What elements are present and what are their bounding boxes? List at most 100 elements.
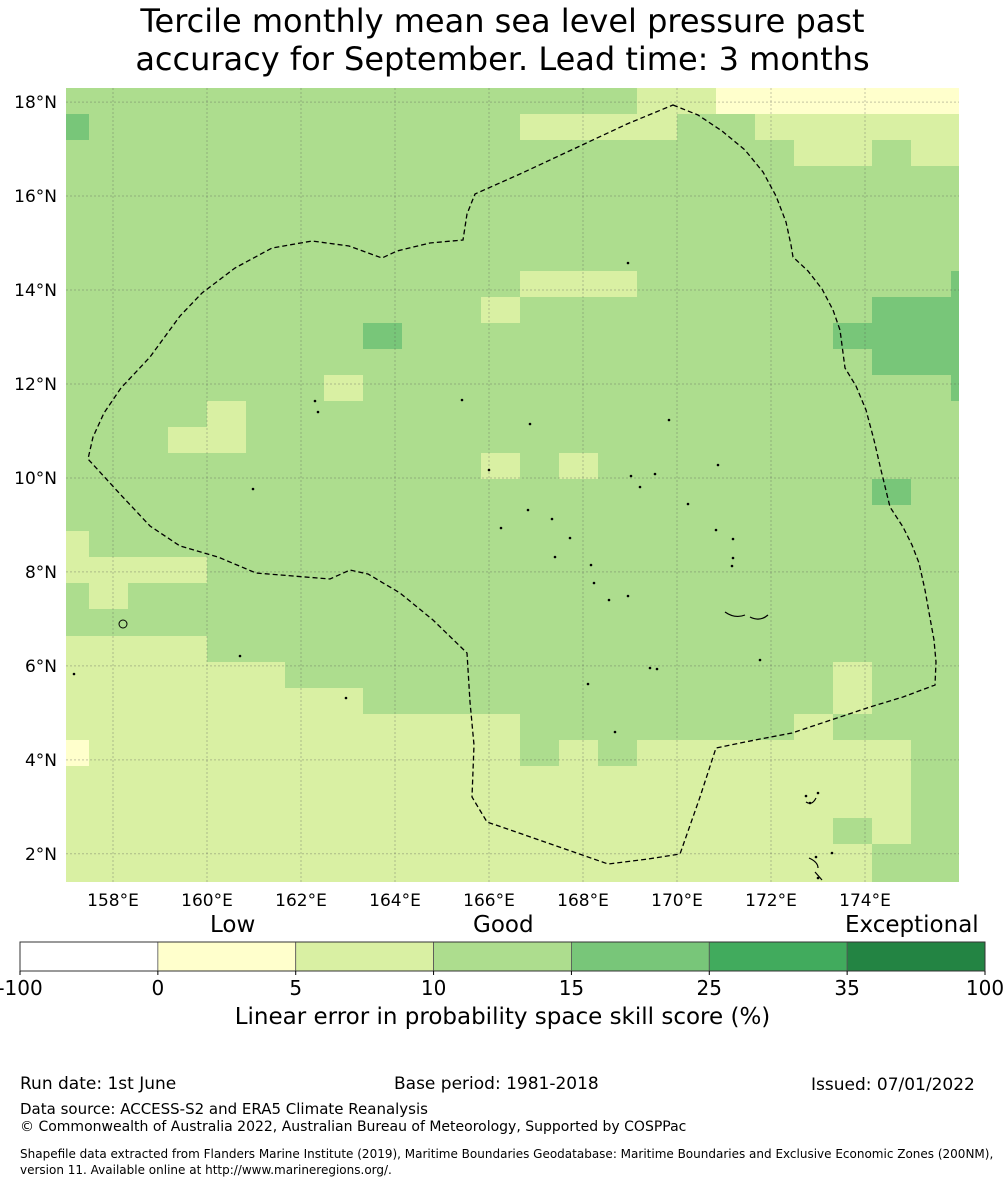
colorbar-tick-label: 5 xyxy=(289,976,302,1000)
island-outline xyxy=(808,857,823,881)
lat-tick-label: 16°N xyxy=(14,187,57,207)
island-marker xyxy=(758,658,762,662)
lat-tick-label: 8°N xyxy=(25,563,57,583)
island-marker xyxy=(238,654,242,658)
cell-band-5-10 xyxy=(285,688,363,882)
island-marker xyxy=(804,794,808,798)
cell-band-5-10 xyxy=(520,114,677,140)
cell-band-5-10 xyxy=(481,297,520,323)
islands xyxy=(72,261,834,881)
chart-title: Tercile monthly mean sea level pressure … xyxy=(0,2,1005,78)
cell-band-5-10 xyxy=(66,531,89,583)
island-marker xyxy=(730,564,734,568)
cell-band-15-25 xyxy=(872,297,951,375)
island-marker xyxy=(118,619,128,629)
colorbar-tick-label: 10 xyxy=(421,976,446,1000)
cell-band-5-10 xyxy=(559,453,598,479)
lon-tick-label: 174°E xyxy=(839,891,891,910)
title-line-2: accuracy for September. Lead time: 3 mon… xyxy=(135,40,870,78)
cell-band-5-10 xyxy=(207,401,246,453)
colorbar-segment xyxy=(157,941,297,972)
island-marker xyxy=(626,594,630,598)
cell-band-5-10 xyxy=(559,740,598,882)
colorbar-segment xyxy=(571,941,710,972)
colorbar-ticks: -100 0 5 10 15 25 35 100 xyxy=(0,971,1004,1000)
island-marker xyxy=(667,418,671,422)
lon-tick-label: 170°E xyxy=(651,891,703,910)
island-marker xyxy=(526,508,530,512)
cell-band-5-10 xyxy=(833,844,872,882)
island-marker xyxy=(586,682,590,686)
island-outline xyxy=(805,797,817,804)
island-marker xyxy=(568,536,572,540)
cell-band-5-10 xyxy=(363,714,520,882)
island-marker xyxy=(638,485,642,489)
copyright: © Commonwealth of Australia 2022, Austra… xyxy=(20,1119,687,1135)
island-marker xyxy=(629,474,633,478)
island-marker xyxy=(648,666,652,670)
lon-tick-label: 172°E xyxy=(745,891,797,910)
colorbar-frame xyxy=(19,941,986,972)
island-marker xyxy=(607,598,611,602)
colorbar-tick-label: 35 xyxy=(834,976,859,1000)
colorbar-tick-label: 0 xyxy=(151,976,164,1000)
island-marker xyxy=(553,555,557,559)
colorbar-segment xyxy=(708,941,848,972)
island-outline xyxy=(724,611,769,620)
island-marker xyxy=(731,537,735,541)
colorbar: -100 0 5 10 15 25 35 100 xyxy=(0,941,1004,1000)
colorbar-tick-label: 25 xyxy=(697,976,722,1000)
cell-band-5-10 xyxy=(207,662,285,882)
lat-tick-label: 14°N xyxy=(14,281,57,301)
cell-band-5-10 xyxy=(833,662,872,714)
island-marker xyxy=(316,410,320,414)
cell-band-5-10 xyxy=(833,740,911,818)
base-period: Base period: 1981-2018 xyxy=(394,1074,599,1094)
colorbar-category-low: Low xyxy=(210,912,256,938)
cell-band-0-5 xyxy=(716,88,959,114)
skill-cells xyxy=(66,88,959,882)
island-marker xyxy=(251,487,255,491)
lat-tick-label: 4°N xyxy=(25,751,57,771)
title-line-1: Tercile monthly mean sea level pressure … xyxy=(140,2,865,40)
cell-band-5-10 xyxy=(324,375,363,401)
cell-band-5-10 xyxy=(872,818,911,844)
cell-band-5-10 xyxy=(755,114,959,140)
lat-tick-label: 12°N xyxy=(14,375,57,395)
island-marker xyxy=(714,528,718,532)
cell-band-15-25 xyxy=(872,479,911,505)
cell-band-5-10 xyxy=(598,766,637,882)
data-source: Data source: ACCESS-S2 and ERA5 Climate … xyxy=(20,1100,428,1118)
island-marker xyxy=(499,526,503,530)
eez-boundary xyxy=(87,104,937,865)
cell-band-5-10 xyxy=(66,636,207,882)
cell-band-15-25 xyxy=(951,271,959,401)
island-marker xyxy=(816,876,820,880)
lat-tick-label: 6°N xyxy=(25,657,57,677)
island-marker xyxy=(313,399,317,403)
island-marker xyxy=(655,667,659,671)
island-marker xyxy=(550,517,554,521)
island-marker xyxy=(72,672,76,676)
lon-tick-label: 160°E xyxy=(181,891,233,910)
lat-tick-label: 18°N xyxy=(14,93,57,113)
island-marker xyxy=(589,563,593,567)
colorbar-segment xyxy=(846,941,986,972)
colorbar-segment xyxy=(433,941,572,972)
lon-tick-label: 168°E xyxy=(557,891,609,910)
cell-band-5-10 xyxy=(637,740,794,882)
lon-tick-label: 166°E xyxy=(463,891,515,910)
cell-band-15-25 xyxy=(363,323,402,349)
island-marker xyxy=(344,696,348,700)
island-marker xyxy=(686,502,690,506)
colorbar-segments xyxy=(19,941,986,972)
lon-tick-label: 162°E xyxy=(275,891,327,910)
lon-tick-label: 158°E xyxy=(87,891,139,910)
island-marker xyxy=(487,468,491,472)
colorbar-tick-label: 100 xyxy=(966,976,1004,1000)
gridlines xyxy=(66,88,959,882)
cell-band-10-15 xyxy=(833,818,872,844)
cell-band-5-10 xyxy=(794,714,833,882)
axis-ticks: 158°E 160°E 162°E 164°E 166°E 168°E 170°E 172°E… xyxy=(14,93,891,910)
issued-date: Issued: 07/01/2022 xyxy=(811,1075,975,1095)
